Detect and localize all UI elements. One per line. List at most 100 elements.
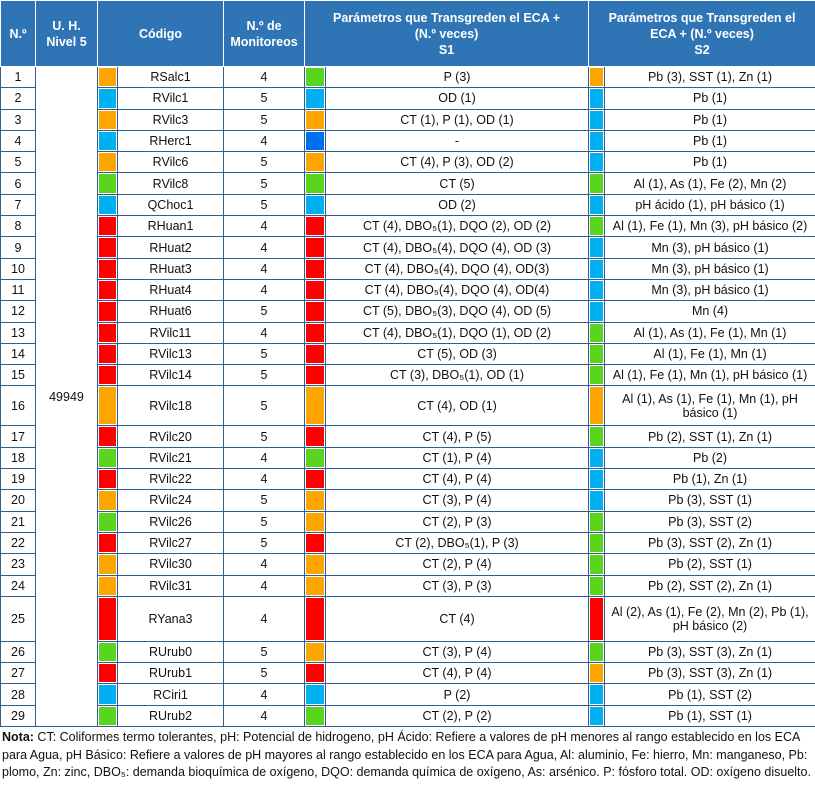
color-swatch xyxy=(99,153,116,172)
codigo-color-swatch xyxy=(97,193,118,217)
note-text: CT: Coliformes termo tolerantes, pH: Pot… xyxy=(2,730,811,779)
color-swatch xyxy=(306,238,325,257)
table-row: 22 RVilc27 5 CT (2), DBO₅(1), P (3) Pb (3), … xyxy=(0,531,815,555)
s1-color-swatch xyxy=(304,321,327,344)
header-codigo: Código xyxy=(96,0,225,67)
color-swatch xyxy=(590,427,604,446)
s2-parameters: Al (2), As (1), Fe (2), Mn (2), Pb (1), … xyxy=(604,595,815,642)
row-number: 11 xyxy=(0,278,36,302)
color-swatch xyxy=(99,470,116,489)
color-swatch xyxy=(590,280,604,300)
color-swatch xyxy=(306,491,325,510)
codigo-value: RHuat3 xyxy=(116,257,225,280)
s1-color-swatch xyxy=(304,468,327,491)
color-swatch xyxy=(306,323,325,342)
codigo-color-swatch xyxy=(97,236,118,259)
monitoreos-value: 5 xyxy=(223,193,306,217)
table-row: 9 RHuat2 4 CT (4), DBO₅(4), DQO (4), OD (3)… xyxy=(0,236,815,259)
codigo-color-swatch xyxy=(97,65,118,89)
s1-color-swatch xyxy=(304,257,327,280)
color-swatch xyxy=(306,280,325,300)
s2-color-swatch xyxy=(588,468,606,491)
codigo-value: RVilc13 xyxy=(116,342,225,366)
color-swatch xyxy=(590,470,604,489)
s2-parameters: Al (1), Fe (1), Mn (3), pH básico (2) xyxy=(604,215,815,238)
row-number: 21 xyxy=(0,510,36,533)
codigo-color-swatch xyxy=(97,662,118,685)
s1-parameters: CT (4), P (4) xyxy=(325,662,590,685)
s2-parameters: Pb (1) xyxy=(604,108,815,131)
codigo-value: QChoc1 xyxy=(116,193,225,217)
s1-color-swatch xyxy=(304,704,327,728)
color-swatch xyxy=(99,427,116,446)
s2-parameters: Pb (2) xyxy=(604,446,815,470)
s1-parameters: CT (4) xyxy=(325,595,590,642)
codigo-color-swatch xyxy=(97,510,118,533)
s1-color-swatch xyxy=(304,553,327,576)
codigo-value: RVilc31 xyxy=(116,574,225,597)
table-body: 1 49949 RSalc1 4 P (3) Pb (3), SST (1), Zn (1… xyxy=(0,65,815,728)
monitoreos-value: 4 xyxy=(223,65,306,89)
codigo-value: RYana3 xyxy=(116,595,225,642)
monitoreos-value: 4 xyxy=(223,236,306,259)
s2-parameters: Pb (2), SST (1) xyxy=(604,553,815,576)
color-swatch xyxy=(590,323,604,342)
monitoreos-value: 5 xyxy=(223,531,306,555)
table-row: 13 RVilc11 4 CT (4), DBO₅(1), DQO (1), OD (… xyxy=(0,321,815,344)
s1-color-swatch xyxy=(304,193,327,217)
color-swatch xyxy=(590,597,604,640)
s1-color-swatch xyxy=(304,489,327,512)
color-swatch xyxy=(99,512,116,531)
s2-parameters: Mn (3), pH básico (1) xyxy=(604,257,815,280)
color-swatch xyxy=(306,174,325,193)
color-swatch xyxy=(306,427,325,446)
table-row: 2 RVilc1 5 OD (1) Pb (1) xyxy=(0,87,815,110)
monitoreos-value: 5 xyxy=(223,342,306,366)
color-swatch xyxy=(590,491,604,510)
codigo-color-swatch xyxy=(97,640,118,664)
row-number: 8 xyxy=(0,215,36,238)
codigo-value: RVilc18 xyxy=(116,385,225,427)
s2-color-swatch xyxy=(588,574,606,597)
row-number: 12 xyxy=(0,300,36,323)
table-row: 23 RVilc30 4 CT (2), P (4) Pb (2), SST (1) xyxy=(0,553,815,576)
table-row: 17 RVilc20 5 CT (4), P (5) Pb (2), SST (1), … xyxy=(0,425,815,448)
codigo-color-swatch xyxy=(97,278,118,302)
s2-color-swatch xyxy=(588,151,606,174)
s2-color-swatch xyxy=(588,364,606,387)
monitoreos-value: 4 xyxy=(223,446,306,470)
color-swatch xyxy=(306,302,325,321)
s1-parameters: - xyxy=(325,129,590,153)
codigo-color-swatch xyxy=(97,468,118,491)
row-number: 24 xyxy=(0,574,36,597)
color-swatch xyxy=(590,387,604,425)
s1-parameters: P (2) xyxy=(325,683,590,706)
row-number: 19 xyxy=(0,468,36,491)
s2-parameters: Mn (4) xyxy=(604,300,815,323)
table-row: 11 RHuat4 4 CT (4), DBO₅(4), DQO (4), OD(4)… xyxy=(0,278,815,302)
row-number: 26 xyxy=(0,640,36,664)
s2-color-swatch xyxy=(588,510,606,533)
s1-color-swatch xyxy=(304,531,327,555)
monitoreos-value: 4 xyxy=(223,257,306,280)
monitoreos-value: 5 xyxy=(223,364,306,387)
color-swatch xyxy=(99,664,116,683)
codigo-value: RVilc27 xyxy=(116,531,225,555)
s1-color-swatch xyxy=(304,300,327,323)
color-swatch xyxy=(590,89,604,108)
color-swatch xyxy=(306,533,325,553)
codigo-color-swatch xyxy=(97,108,118,131)
s2-color-swatch xyxy=(588,193,606,217)
s2-color-swatch xyxy=(588,385,606,427)
s1-color-swatch xyxy=(304,683,327,706)
table-note: Nota: CT: Coliformes termo tolerantes, p… xyxy=(2,729,812,782)
color-swatch xyxy=(99,68,116,87)
s2-color-swatch xyxy=(588,257,606,280)
s2-color-swatch xyxy=(588,236,606,259)
row-number: 6 xyxy=(0,172,36,195)
codigo-value: RVilc11 xyxy=(116,321,225,344)
color-swatch xyxy=(99,131,116,151)
s1-parameters: P (3) xyxy=(325,65,590,89)
codigo-value: RSalc1 xyxy=(116,65,225,89)
s1-color-swatch xyxy=(304,172,327,195)
